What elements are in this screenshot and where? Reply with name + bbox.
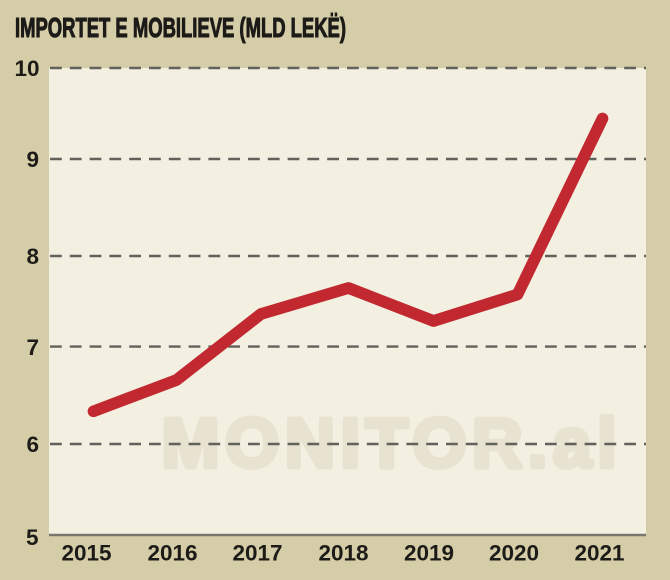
svg-text:2019: 2019 [404, 541, 454, 566]
svg-text:2016: 2016 [147, 541, 197, 566]
svg-text:2017: 2017 [232, 541, 282, 566]
svg-text:2018: 2018 [318, 541, 368, 566]
svg-text:2015: 2015 [61, 541, 111, 566]
svg-text:2021: 2021 [574, 541, 624, 566]
svg-text:2020: 2020 [489, 541, 539, 566]
svg-text:IMPORTET E MOBILIEVE (MLD LEKË: IMPORTET E MOBILIEVE (MLD LEKË) [15, 12, 346, 43]
svg-text:5: 5 [26, 525, 39, 550]
svg-text:7: 7 [26, 335, 39, 360]
svg-text:10: 10 [14, 56, 39, 81]
svg-text:6: 6 [26, 432, 39, 457]
svg-text:9: 9 [26, 147, 39, 172]
svg-text:8: 8 [26, 244, 39, 269]
